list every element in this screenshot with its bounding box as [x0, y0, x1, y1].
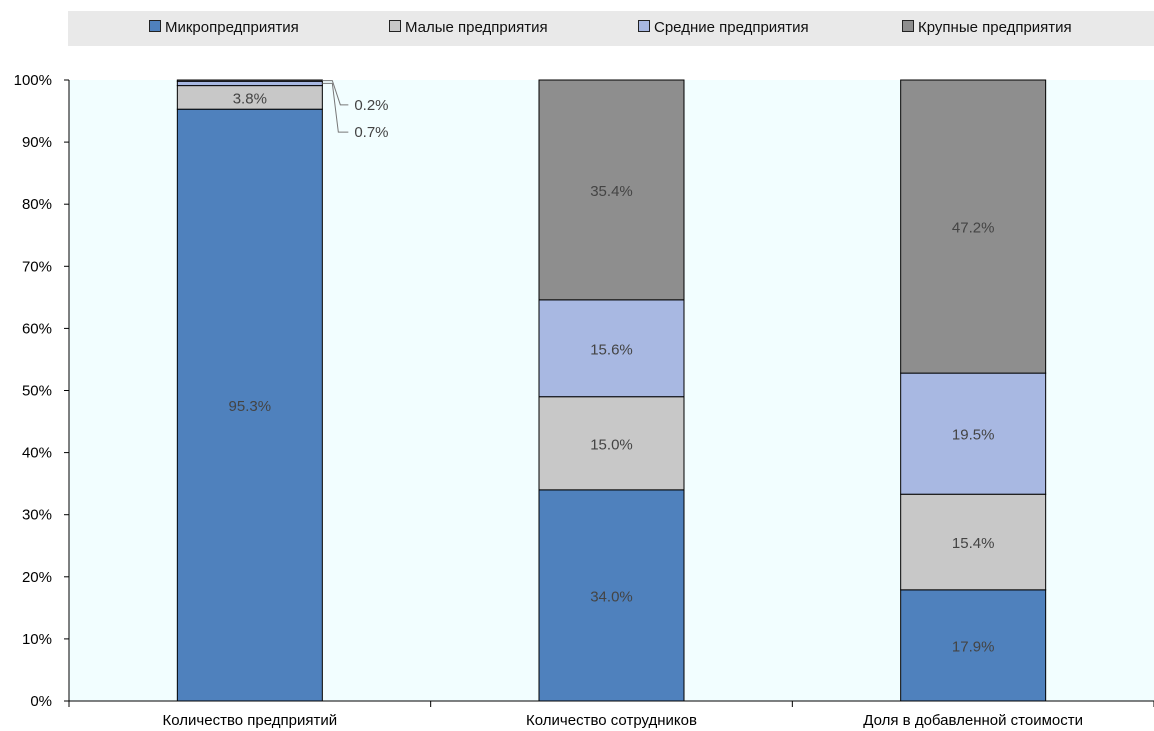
bars: 95.3% 3.8% 34.0% 15.0% 15.6% 35.4% 17.9% 15.4% 1…: [176, 79, 1047, 702]
legend-swatch-large: [902, 20, 914, 32]
y-tick-label: 60%: [22, 320, 52, 337]
y-tick-label: 0%: [30, 693, 52, 710]
data-label-enterprises-micro: 95.3%: [229, 398, 272, 415]
legend-label-micro: Микропредприятия: [165, 19, 299, 36]
legend-item-micro: Микропредприятия: [149, 19, 299, 37]
bar-value-added-large: [900, 79, 1047, 374]
y-tick-label: 70%: [22, 258, 52, 275]
data-label-employees-medium: 15.6%: [590, 341, 633, 358]
legend-item-large: Крупные предприятия: [902, 19, 1072, 37]
y-tick-label: 90%: [22, 134, 52, 151]
x-category-label: Доля в добавленной стоимости: [863, 712, 1083, 729]
legend-label-small: Малые предприятия: [405, 19, 548, 36]
data-label-value-added-small: 15.4%: [952, 535, 995, 552]
bar-enterprises-large: [176, 79, 323, 82]
data-label-employees-micro: 34.0%: [590, 588, 633, 605]
data-label-value-added-medium: 19.5%: [952, 427, 995, 444]
legend-swatch-micro: [149, 20, 161, 32]
bar-enterprises-micro: [176, 108, 323, 702]
y-tick-label: 20%: [22, 569, 52, 586]
callout-leader-medium: [322, 82, 349, 133]
y-tick-label: 40%: [22, 445, 52, 462]
bar-enterprises-medium: [176, 80, 323, 87]
legend-swatch-medium: [638, 20, 650, 32]
legend: Микропредприятия Малые предприятия Средн…: [68, 11, 1154, 46]
legend-label-large: Крупные предприятия: [918, 19, 1072, 36]
y-tick-label: 100%: [14, 72, 52, 89]
y-tick-label: 10%: [22, 631, 52, 648]
y-axis: 0% 10% 20% 30% 40% 50% 60% 70% 80% 90% 100%: [14, 72, 70, 710]
data-label-employees-large: 35.4%: [590, 183, 633, 200]
bar-value-added-micro: [900, 589, 1047, 702]
data-label-employees-small: 15.0%: [590, 436, 633, 453]
data-label-value-added-large: 47.2%: [952, 220, 995, 237]
data-label-value-added-micro: 17.9%: [952, 638, 995, 655]
bar-value-added-small: [900, 493, 1047, 591]
data-label-enterprises-large: 0.2%: [354, 97, 388, 114]
bar-value-added-medium: [900, 372, 1047, 495]
bar-employees-large: [538, 79, 685, 301]
data-label-enterprises-small: 3.8%: [233, 90, 267, 107]
bar-employees-micro: [538, 489, 685, 702]
y-tick-label: 30%: [22, 507, 52, 524]
y-tick-label: 50%: [22, 383, 52, 400]
x-category-label: Количество предприятий: [163, 712, 338, 729]
x-axis: Количество предприятий Количество сотрудн…: [68, 700, 1154, 729]
callout-labels: 0.2% 0.7%: [322, 80, 389, 141]
y-tick-label: 80%: [22, 196, 52, 213]
legend-swatch-small: [389, 20, 401, 32]
bar-employees-small: [538, 396, 685, 491]
legend-item-small: Малые предприятия: [389, 19, 548, 37]
data-label-enterprises-medium: 0.7%: [354, 124, 388, 141]
legend-label-medium: Средние предприятия: [654, 19, 809, 36]
callout-leader-large: [322, 80, 349, 106]
x-category-label: Количество сотрудников: [526, 712, 697, 729]
bar-employees-medium: [538, 299, 685, 398]
legend-item-medium: Средние предприятия: [638, 19, 809, 37]
